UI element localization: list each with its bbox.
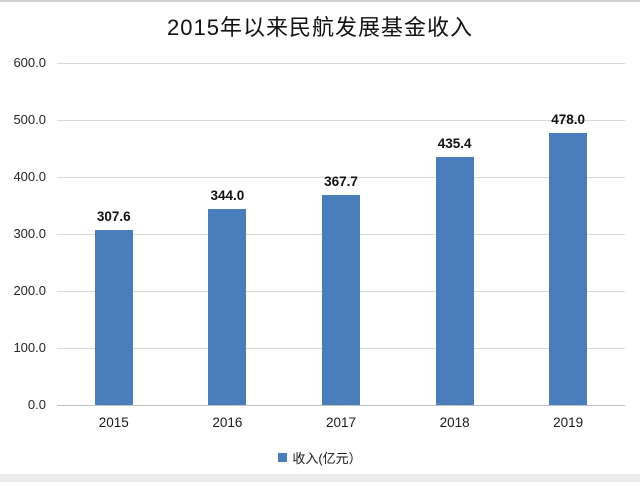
bottom-border (0, 474, 640, 482)
x-tick-label: 2015 (98, 415, 129, 430)
y-tick-label: 400.0 (13, 169, 46, 184)
y-tick-label: 500.0 (13, 112, 46, 127)
bar-value-label: 344.0 (210, 187, 245, 203)
y-tick-label: 300.0 (13, 226, 46, 241)
chart-title: 2015年以来民航发展基金收入 (167, 15, 473, 40)
x-tick-label: 2018 (439, 415, 470, 430)
x-tick-label: 2017 (325, 415, 357, 430)
bar-value-label: 367.7 (324, 174, 358, 190)
bar-value-label: 307.6 (96, 208, 131, 224)
gridline (57, 119, 625, 121)
y-tick-label: 100.0 (13, 340, 46, 355)
plot-area (57, 62, 625, 406)
y-tick-label: 0.0 (27, 397, 46, 412)
legend: 收入(亿元） (0, 448, 640, 467)
gridline (57, 62, 625, 64)
legend-swatch-icon (278, 453, 288, 462)
top-border (0, 0, 640, 2)
gridline (57, 176, 625, 178)
x-axis-line (57, 404, 625, 406)
bar (322, 195, 360, 405)
x-tick-label: 2019 (553, 415, 584, 430)
bar (208, 208, 247, 405)
bar-value-label: 435.4 (437, 135, 472, 151)
y-tick-label: 200.0 (13, 283, 46, 298)
legend-label: 收入(亿元） (292, 451, 362, 466)
bar (94, 229, 133, 405)
bar (435, 156, 474, 405)
bar (549, 132, 588, 405)
x-tick-label: 2016 (212, 415, 243, 430)
y-tick-label: 600.0 (13, 55, 46, 70)
bar-value-label: 478.0 (551, 111, 586, 127)
